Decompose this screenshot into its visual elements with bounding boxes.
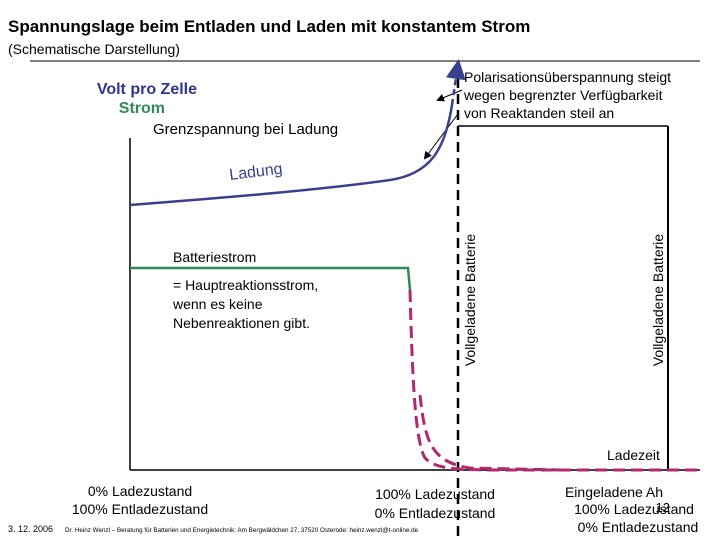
state: 100% Ladezustand [574, 501, 694, 517]
current-note: wenn es keine [172, 296, 263, 312]
title: Spannungslage beim Entladen und Laden mi… [8, 17, 530, 36]
current-curve [130, 266, 412, 291]
annotation: wegen begrenzter Verfügbarkeit [463, 87, 663, 103]
current-decay [408, 289, 700, 472]
current-decay [418, 394, 561, 472]
voltage-curve [445, 59, 466, 106]
subtitle: (Schematische Darstellung) [8, 41, 180, 57]
page-number: 12 [656, 500, 670, 515]
arrow [436, 89, 463, 102]
charge-label: Ladung [228, 161, 283, 184]
arrow [423, 113, 459, 160]
current-note: Nebenreaktionen gibt. [173, 315, 310, 331]
annotation: von Reaktanden steil an [464, 105, 614, 121]
footer-date: 3. 12. 2006 [8, 524, 53, 534]
current-label: Strom [119, 100, 165, 117]
state: 100% Ladezustand [375, 486, 495, 502]
state: 100% Entladezustand [72, 501, 208, 517]
volt-label: Volt pro Zelle [97, 81, 197, 98]
state: 0% Ladezustand [88, 483, 192, 499]
current-note: = Hauptreaktionsstrom, [173, 277, 318, 293]
state: 0% Entladezustand [375, 505, 496, 521]
limit-label: Grenzspannung bei Ladung [153, 121, 338, 138]
annotation: Polarisationsüberspannung steigt [464, 69, 671, 85]
state: 0% Entladezustand [578, 519, 699, 535]
marker-label: Vollgeladene Batterie [650, 234, 666, 367]
current-text: Batteriestrom [173, 249, 256, 265]
footer-author: Dr. Heinz Wenzl – Beratung für Batterien… [65, 527, 419, 534]
state: Eingeladene Ah [565, 484, 663, 500]
marker-label: Vollgeladene Batterie [462, 234, 478, 367]
time-label: Ladezeit [607, 447, 660, 463]
voltage-curve [129, 104, 454, 207]
